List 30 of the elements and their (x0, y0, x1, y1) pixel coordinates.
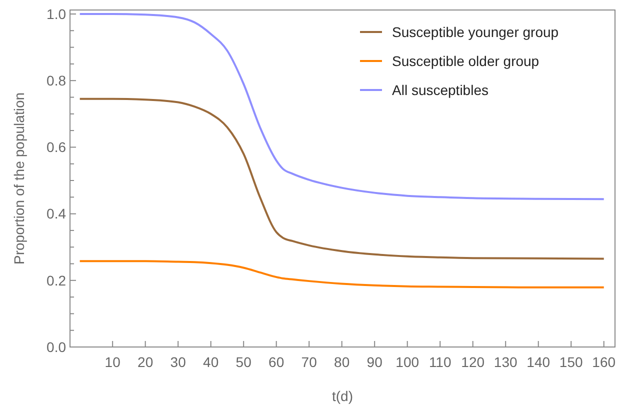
x-tick-label: 20 (138, 354, 154, 370)
x-tick-label: 90 (366, 354, 383, 370)
line-series (78, 98, 605, 260)
line-series (78, 260, 605, 288)
x-axis-title: t(d) (332, 388, 353, 404)
x-tick-label: 150 (559, 354, 584, 370)
x-tick-label: 70 (301, 354, 318, 370)
x-tick-label: 80 (334, 354, 350, 370)
line-series (78, 12, 605, 200)
y-tick-label: 0.8 (46, 72, 66, 88)
y-tick-label: 0.6 (46, 139, 66, 156)
x-tick-label: 30 (170, 354, 186, 370)
y-tick-label: 0.4 (46, 206, 66, 222)
x-tick-label: 140 (526, 354, 550, 370)
legend-label: Susceptible younger group (392, 24, 559, 40)
y-tick-label: 1.0 (46, 6, 66, 22)
x-tick-label: 130 (494, 354, 518, 370)
y-axis-title: Proportion of the population (11, 92, 27, 265)
x-tick-label: 160 (592, 354, 616, 370)
legend-label: Susceptible older group (392, 52, 540, 69)
x-tick-label: 60 (268, 354, 284, 370)
x-tick-label: 10 (104, 354, 121, 370)
x-tick-label: 40 (203, 354, 219, 370)
y-tick-label: 0.2 (46, 272, 66, 288)
x-tick-label: 100 (396, 354, 420, 370)
x-tick-label: 50 (236, 354, 252, 370)
y-tick-label: 0.0 (46, 338, 66, 355)
x-tick-label: 110 (428, 354, 452, 370)
x-tick-label: 120 (461, 354, 485, 370)
legend-label: All susceptibles (392, 82, 488, 98)
